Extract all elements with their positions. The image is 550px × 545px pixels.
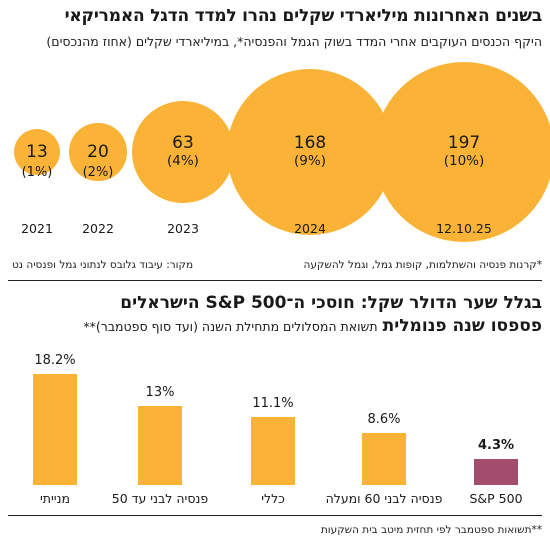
bar-category-label: פנסיה לבני 60 ומעלה	[325, 491, 443, 506]
bar-3	[362, 432, 406, 485]
bar-0	[33, 374, 77, 485]
footnote-2: **תשואות ספטמבר לפי תחזית מיטב בית השקעו…	[320, 524, 542, 536]
bubble-percent-label: (1%)	[21, 165, 53, 180]
bar-4	[474, 458, 518, 485]
category-label: 12.10.25	[436, 221, 492, 236]
bubble-2023: 63 (4%)	[132, 101, 234, 203]
bar-category-label: מנייתי	[39, 491, 71, 506]
bar-value-label: 11.1%	[252, 396, 294, 412]
subtitle-bold: פספסו שנה פנומלית	[382, 316, 542, 336]
category-label: 2021	[21, 221, 53, 236]
bubble-2021: 13	[13, 128, 61, 176]
footnote-1: *קרנות פנסיה והשתלמות, קופות גמל, וגמל ל…	[303, 259, 543, 271]
bar-value-label: 8.6%	[367, 411, 401, 427]
chart-subtitle-2: פספסו שנה פנומלית תשואת המסלולים מתחילת …	[8, 316, 542, 336]
bar-category-label: S&P 500	[469, 491, 523, 506]
bubble-2024: 168 (9%)	[226, 68, 394, 236]
bubble-value-label: 168	[293, 133, 327, 154]
section-divider	[8, 280, 542, 281]
category-label: 2024	[294, 221, 326, 236]
bar-category-label: פנסיה לבני עד 50	[111, 491, 209, 506]
bar-value-label: 13%	[145, 384, 175, 400]
chart-title-2: בגלל שער הדולר שקל: חוסכי ה־S&P 500 הישר…	[120, 293, 542, 313]
bubble-percent-label: (9%)	[294, 153, 326, 170]
bubble-value-label: 197	[447, 133, 481, 154]
bubble-12.10.25: 197 (10%)	[373, 61, 550, 243]
bubble-2022: 20	[69, 123, 127, 181]
bubble-percent-label: (10%)	[443, 153, 485, 170]
bar-1	[138, 405, 182, 485]
bar-category-label: כללי	[261, 491, 285, 506]
bubble-value-label: 20	[87, 141, 109, 162]
bar-value-label: 4.3%	[477, 437, 515, 453]
bubble-percent-label: (2%)	[82, 165, 114, 180]
bar-2	[251, 417, 295, 485]
bubble-value-label: 63	[172, 133, 194, 154]
subtitle-text: תשואת המסלולים מתחילת השנה (ועד סוף ספטמ…	[83, 319, 378, 334]
category-label: 2023	[167, 221, 199, 236]
chart-title-1: בשנים האחרונות מיליארדי שקלים נהרו למדד …	[64, 6, 543, 26]
chart-subtitle-1: היקף הכנסים העוקבים אחרי המדד בשוק הגמל …	[46, 34, 542, 49]
category-label: 2022	[82, 221, 114, 236]
bar-baseline-divider	[8, 515, 542, 516]
bar-value-label: 18.2%	[34, 353, 76, 368]
bubble-value-label: 13	[26, 141, 48, 162]
source-note: מקור: עיבוד גלובס לנתוני גמל ופנסיה נט	[12, 259, 194, 271]
bubble-percent-label: (4%)	[167, 153, 199, 170]
